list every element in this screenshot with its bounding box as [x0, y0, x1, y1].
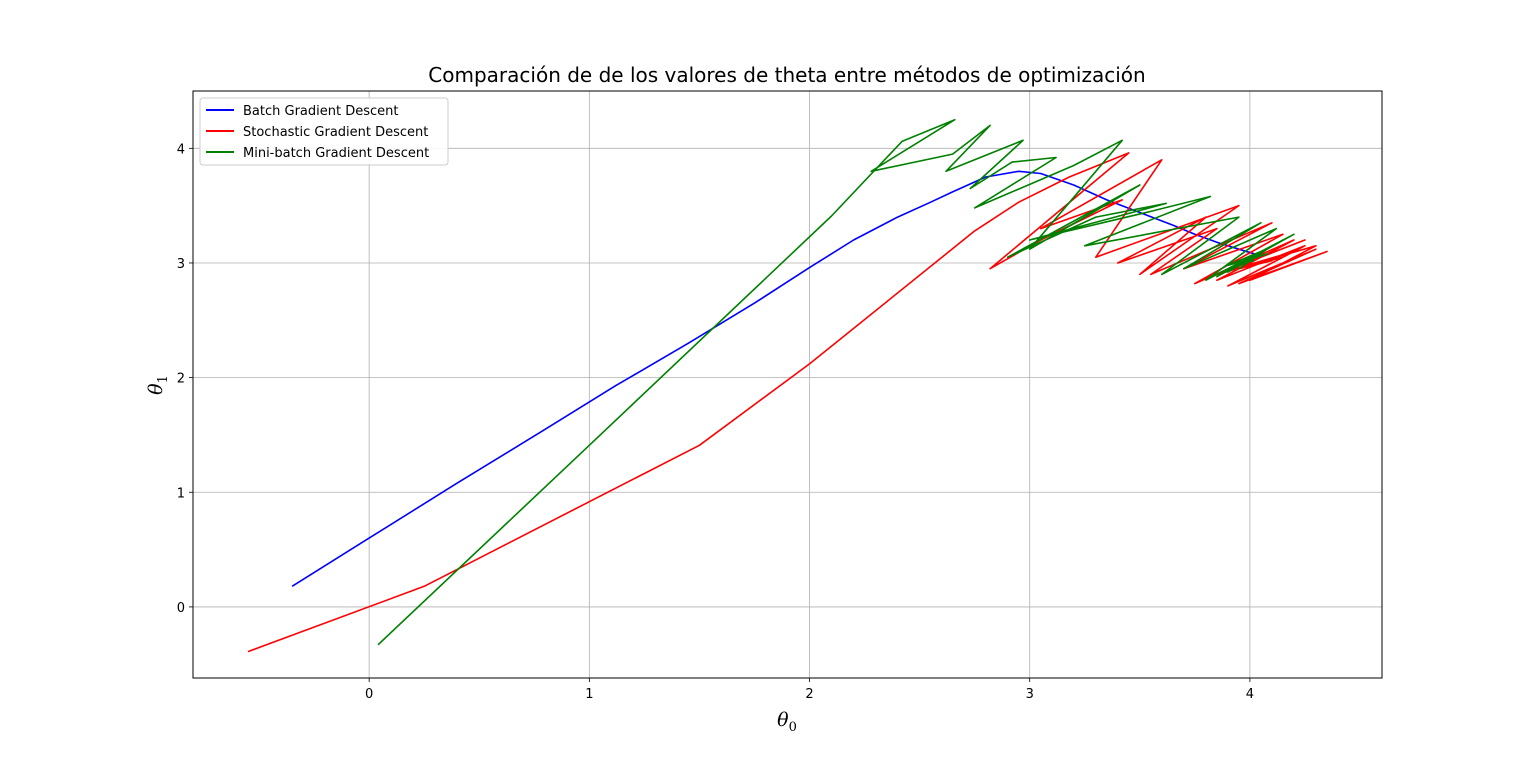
y-tick-label: 3 [177, 257, 185, 272]
x-tick-label: 2 [805, 687, 813, 702]
x-tick-label: 4 [1246, 687, 1254, 702]
ticks: 0 1 2 3 4 0 1 2 3 4 [177, 142, 1254, 702]
y-axis-label: θ1 [145, 375, 171, 395]
y-tick-label: 1 [177, 486, 185, 501]
y-axis-label-symbol: θ [145, 383, 167, 395]
legend-box [199, 97, 449, 166]
legend-label-stochastic: Stochastic Gradient Descent [243, 125, 428, 140]
y-tick-label: 0 [177, 601, 185, 616]
x-tick-label: 3 [1026, 687, 1034, 702]
legend: Batch Gradient Descent Stochastic Gradie… [199, 97, 449, 166]
x-tick-label: 0 [365, 687, 373, 702]
series-line-minibatch [377, 118, 1295, 646]
y-axis-label-subscript: 1 [156, 375, 171, 383]
series-layer [247, 118, 1328, 653]
x-axis-label: θ0 [777, 709, 797, 735]
y-tick-label: 2 [177, 372, 185, 387]
grid [193, 91, 1382, 678]
plot-frame [192, 90, 1383, 679]
chart-title: Comparación de de los valores de theta e… [428, 63, 1145, 87]
y-tick-label: 4 [177, 142, 185, 157]
x-axis-label-subscript: 0 [789, 720, 797, 735]
x-axis-label-symbol: θ [777, 709, 789, 731]
x-tick-label: 1 [585, 687, 593, 702]
legend-label-batch: Batch Gradient Descent [243, 104, 398, 119]
legend-label-minibatch: Mini-batch Gradient Descent [243, 146, 429, 161]
